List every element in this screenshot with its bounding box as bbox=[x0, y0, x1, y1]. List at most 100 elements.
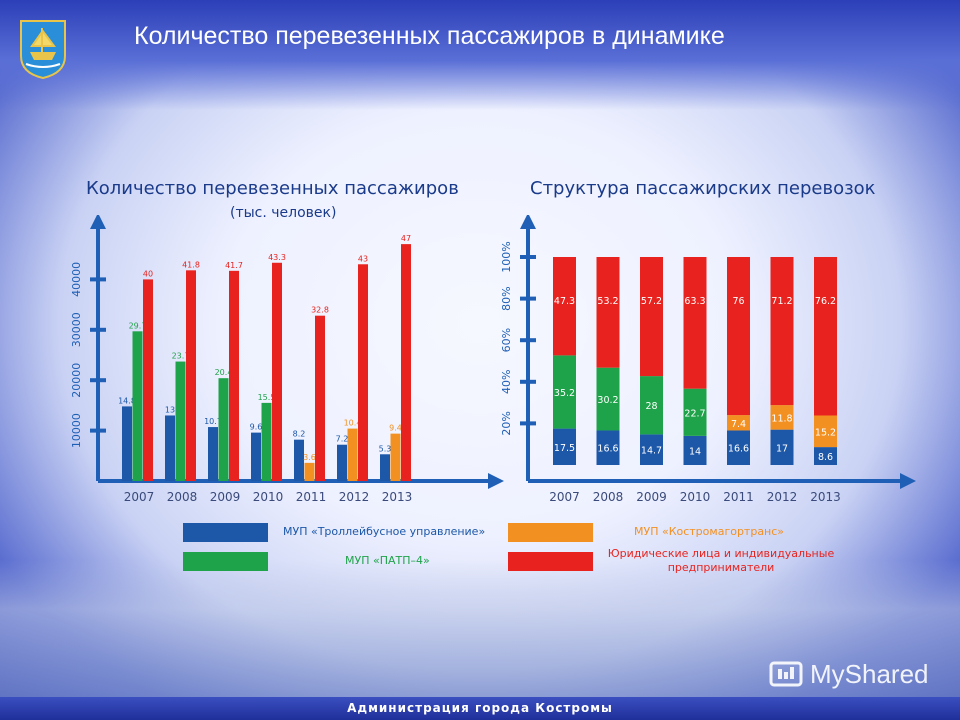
y-tick-label: 40000 bbox=[70, 262, 83, 297]
bar bbox=[261, 402, 272, 481]
y-tick-label: 60% bbox=[500, 328, 513, 352]
data-label: 47 bbox=[401, 234, 411, 243]
city-emblem-icon bbox=[20, 20, 66, 80]
bar bbox=[337, 444, 347, 481]
data-label: 5.3 bbox=[379, 444, 392, 453]
data-label: 57.2 bbox=[641, 296, 662, 307]
bar bbox=[165, 415, 175, 481]
page-title: Количество перевезенных пассажиров в дин… bbox=[134, 22, 725, 50]
data-label: 47.3 bbox=[554, 296, 575, 307]
bar bbox=[251, 432, 261, 481]
legend-swatch-kostromagortrans bbox=[508, 523, 593, 542]
data-label: 43 bbox=[358, 254, 368, 263]
data-label: 14 bbox=[689, 446, 701, 457]
bar bbox=[186, 270, 196, 481]
data-label: 13 bbox=[165, 405, 175, 414]
data-label: 53.2 bbox=[597, 296, 618, 307]
bar bbox=[132, 331, 143, 481]
data-label: 43.3 bbox=[268, 253, 286, 262]
y-tick-label: 20% bbox=[500, 411, 513, 435]
x-tick-label: 2009 bbox=[636, 490, 667, 504]
y-tick-label: 100% bbox=[500, 241, 513, 272]
data-label: 8.2 bbox=[293, 430, 306, 439]
bar bbox=[175, 361, 186, 481]
stack-segment bbox=[596, 367, 620, 431]
data-label: 15.2 bbox=[815, 427, 836, 438]
x-axis-arrow bbox=[488, 473, 504, 489]
stack-segment bbox=[770, 429, 794, 465]
watermark: MyShared bbox=[768, 656, 938, 692]
stack-segment bbox=[683, 257, 707, 389]
stack-segment bbox=[814, 415, 837, 448]
data-label: 14.7 bbox=[641, 446, 662, 457]
x-tick-label: 2009 bbox=[210, 490, 241, 504]
x-tick-label: 2011 bbox=[723, 490, 754, 504]
data-label: 10.7 bbox=[204, 417, 222, 426]
chart1-title: Количество перевезенных пассажиров bbox=[86, 178, 459, 199]
legend-swatch-trolleybus bbox=[183, 523, 268, 542]
stack-segment bbox=[814, 447, 837, 465]
data-label: 16.6 bbox=[728, 444, 749, 455]
data-label: 15.5 bbox=[258, 393, 276, 402]
y-axis-arrow bbox=[520, 215, 536, 229]
x-tick-label: 2007 bbox=[124, 490, 155, 504]
data-label: 17.5 bbox=[554, 443, 575, 454]
x-tick-label: 2012 bbox=[339, 490, 370, 504]
data-label: 41.8 bbox=[182, 260, 200, 269]
x-tick-label: 2010 bbox=[253, 490, 284, 504]
stack-segment bbox=[596, 257, 620, 368]
chart1-subtitle: (тыс. человек) bbox=[230, 205, 337, 221]
data-label: 9.6 bbox=[250, 423, 263, 432]
data-label: 32.8 bbox=[311, 306, 329, 315]
bar bbox=[347, 428, 358, 481]
stack-segment bbox=[640, 257, 663, 377]
bar bbox=[208, 427, 218, 481]
bar bbox=[358, 264, 368, 481]
legend-label-trolleybus: МУП «Троллейбусное управление» bbox=[283, 525, 486, 538]
chart2-title: Структура пассажирских перевозок bbox=[530, 178, 876, 199]
data-label: 8.6 bbox=[818, 452, 833, 463]
x-tick-label: 2008 bbox=[167, 490, 198, 504]
data-label: 76.2 bbox=[815, 296, 836, 307]
bar bbox=[229, 270, 239, 481]
y-tick-label: 30000 bbox=[70, 312, 83, 347]
x-tick-label: 2010 bbox=[680, 490, 711, 504]
x-tick-label: 2007 bbox=[549, 490, 580, 504]
stack-segment bbox=[553, 257, 576, 356]
stack-segment bbox=[814, 257, 837, 416]
projector-icon bbox=[769, 661, 803, 687]
stack-segment bbox=[553, 428, 576, 465]
stack-segment bbox=[770, 257, 794, 406]
bar bbox=[390, 433, 401, 481]
y-tick-label: 20000 bbox=[70, 363, 83, 398]
data-label: 22.7 bbox=[684, 408, 705, 419]
data-label: 63.3 bbox=[684, 296, 705, 307]
data-label: 11.8 bbox=[771, 413, 792, 424]
footer-text: Администрация города Костромы bbox=[347, 701, 613, 715]
legend-label-private: Юридические лица и индивидуальные предпр… bbox=[607, 547, 835, 574]
chart-passengers: 10000 20000 30000 40000 2007 14.8 29.7 40 2008 13… bbox=[70, 215, 504, 504]
bar bbox=[272, 262, 282, 481]
stack-segment bbox=[727, 430, 750, 465]
data-label: 76 bbox=[732, 296, 744, 307]
chart-structure: 20% 40% 60% 80% 100% 2007 17.5 35.2 47.3 2008 16.6… bbox=[500, 215, 916, 504]
y-tick-label: 80% bbox=[500, 286, 513, 310]
bar bbox=[401, 244, 411, 481]
x-tick-label: 2008 bbox=[593, 490, 624, 504]
stack-segment bbox=[596, 430, 620, 465]
data-label: 40 bbox=[143, 269, 153, 278]
legend-label-patp4: МУП «ПАТП–4» bbox=[345, 554, 430, 567]
y-axis-arrow bbox=[90, 215, 106, 229]
y-tick-label: 10000 bbox=[70, 413, 83, 448]
watermark-text: MyShared bbox=[810, 659, 929, 689]
data-label: 7.4 bbox=[731, 419, 746, 430]
bar bbox=[122, 406, 132, 481]
bar bbox=[304, 462, 315, 481]
data-label: 7.2 bbox=[336, 435, 349, 444]
bar bbox=[218, 378, 229, 481]
data-label: 35.2 bbox=[554, 388, 575, 399]
stack-segment bbox=[727, 415, 750, 431]
x-tick-label: 2011 bbox=[296, 490, 327, 504]
legend-label-kostromagortrans: МУП «Костромагортранс» bbox=[634, 525, 785, 538]
x-tick-label: 2012 bbox=[767, 490, 798, 504]
